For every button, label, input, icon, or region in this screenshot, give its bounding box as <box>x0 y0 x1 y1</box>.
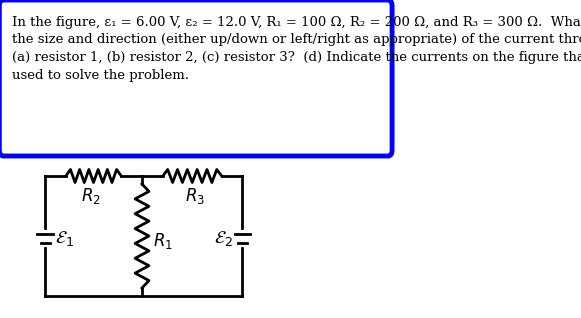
Text: In the figure, ε₁ = 6.00 V, ε₂ = 12.0 V, R₁ = 100 Ω, R₂ = 200 Ω, and R₃ = 300 Ω.: In the figure, ε₁ = 6.00 V, ε₂ = 12.0 V,… <box>12 16 581 81</box>
FancyBboxPatch shape <box>0 0 392 156</box>
Text: $\mathcal{E}_2$: $\mathcal{E}_2$ <box>214 229 233 247</box>
Text: $R_3$: $R_3$ <box>185 186 205 206</box>
Text: $\mathcal{E}_1$: $\mathcal{E}_1$ <box>55 229 74 247</box>
Text: $R_1$: $R_1$ <box>153 231 173 251</box>
Text: $R_2$: $R_2$ <box>81 186 101 206</box>
